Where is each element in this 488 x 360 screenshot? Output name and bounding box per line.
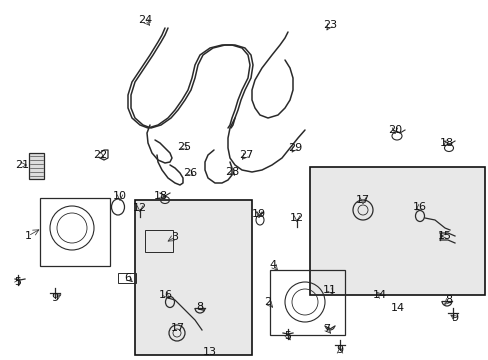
Text: 1: 1 [24, 231, 31, 241]
Text: 5: 5 [284, 331, 291, 341]
Text: 6: 6 [124, 273, 131, 283]
Text: 23: 23 [322, 20, 336, 30]
Text: 14: 14 [372, 290, 386, 300]
Text: 19: 19 [251, 209, 265, 219]
Text: 9: 9 [450, 313, 458, 323]
Text: 10: 10 [113, 191, 127, 201]
Text: 15: 15 [437, 231, 451, 241]
Text: 9: 9 [336, 345, 343, 355]
Text: 29: 29 [287, 143, 302, 153]
Text: 27: 27 [238, 150, 253, 160]
Bar [118, 273, 136, 283]
Text: 13: 13 [203, 347, 217, 357]
Text: 16: 16 [412, 202, 426, 212]
Text: 25: 25 [177, 142, 191, 152]
Text: 24: 24 [138, 15, 152, 25]
Text: 28: 28 [224, 167, 239, 177]
Text: 17: 17 [355, 195, 369, 205]
Text: 14: 14 [389, 303, 404, 313]
Text: 26: 26 [183, 168, 197, 178]
Text: 17: 17 [171, 323, 184, 333]
Bar [269, 270, 345, 335]
Text: 4: 4 [269, 260, 276, 270]
Text: 20: 20 [387, 125, 401, 135]
Bar [29, 153, 44, 179]
Text: 8: 8 [445, 295, 451, 305]
Text: 8: 8 [196, 302, 203, 312]
Bar [145, 230, 173, 252]
Text: 22: 22 [93, 150, 107, 160]
Text: 9: 9 [51, 293, 59, 303]
Text: 2: 2 [264, 297, 271, 307]
Text: 7: 7 [323, 324, 330, 334]
Bar [135, 200, 251, 355]
Bar [40, 198, 110, 266]
Text: 16: 16 [159, 290, 173, 300]
Text: 18: 18 [439, 138, 453, 148]
Text: 12: 12 [133, 203, 147, 213]
Text: 11: 11 [323, 285, 336, 295]
Text: 3: 3 [171, 232, 178, 242]
Text: 5: 5 [15, 277, 21, 287]
Bar [309, 167, 484, 295]
Text: 12: 12 [289, 213, 304, 223]
Text: 18: 18 [154, 191, 168, 201]
Text: 21: 21 [15, 160, 29, 170]
